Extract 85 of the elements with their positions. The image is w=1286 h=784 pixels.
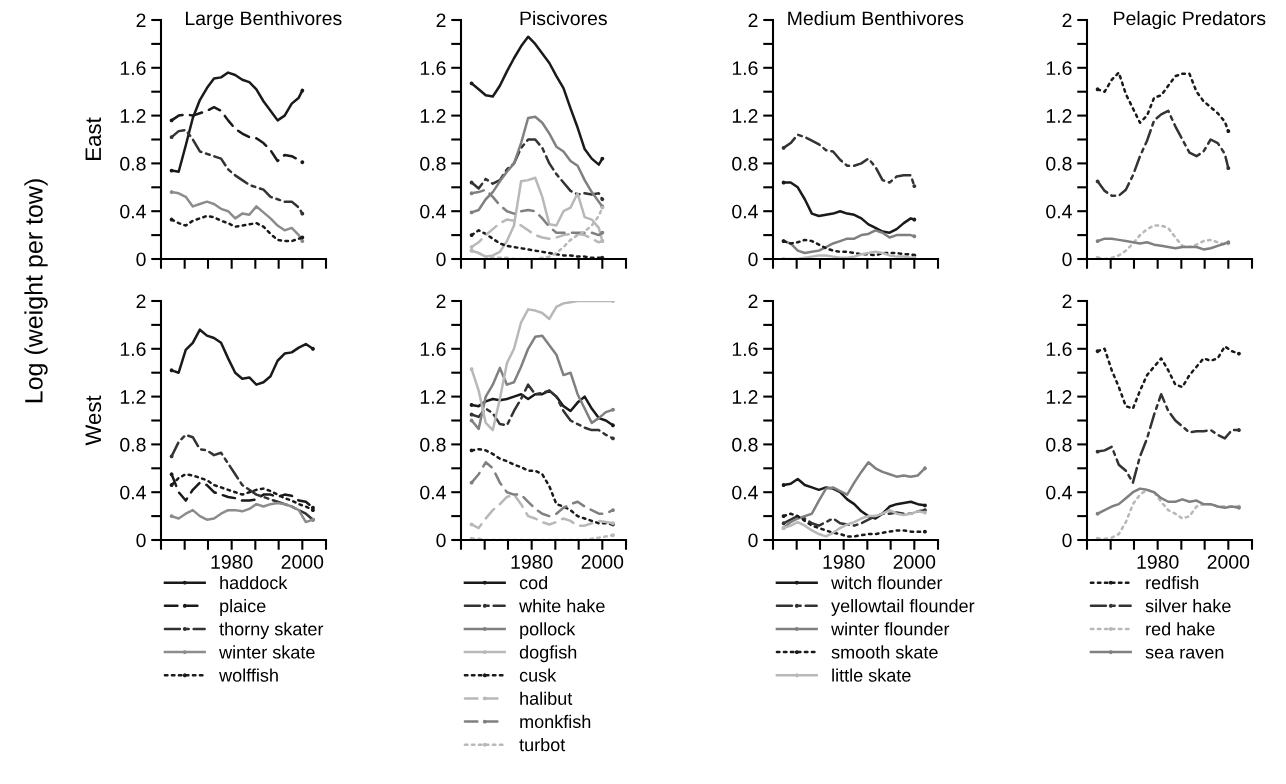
legend-label: little skate (832, 668, 911, 682)
y-tick-label: 0.8 (420, 437, 446, 452)
chart-title: Piscivores (520, 10, 607, 26)
legend-label: pollock (520, 622, 576, 640)
y-tick-label: 0.4 (120, 204, 146, 219)
y-tick-label: 1.2 (120, 109, 146, 123)
legend-label: cusk (519, 668, 557, 682)
y-tick-label: 1.2 (420, 390, 446, 404)
y-tick-label: 1.2 (732, 109, 758, 123)
legend-label: plaice (220, 599, 266, 616)
chart-title: Medium Benthivores (788, 10, 964, 26)
legend-label: winter skate (219, 645, 315, 659)
y-tick-label: 0.8 (420, 156, 446, 171)
x-tick-label: 1980 (1137, 555, 1179, 569)
y-tick-label: 0 (748, 533, 758, 548)
legend-label: thorny skater (219, 622, 324, 640)
x-tick-label: 1980 (211, 555, 253, 569)
y-tick-label: 0 (136, 533, 146, 548)
y-tick-label: 1.2 (120, 390, 146, 404)
y-tick-label: 1.6 (420, 61, 446, 76)
y-tick-label: 2 (136, 294, 146, 309)
x-tick-label: 2000 (281, 555, 324, 569)
y-tick-label: 1.2 (732, 390, 758, 404)
y-tick-label: 1.6 (420, 342, 446, 357)
y-tick-label: 0.8 (120, 156, 146, 171)
legend-label: witch flounder (831, 575, 943, 590)
y-tick-label: 0.8 (1046, 437, 1072, 452)
y-tick-label: 1.6 (1046, 61, 1072, 76)
y-tick-label: 1.6 (120, 342, 146, 357)
y-tick-label: 1.6 (732, 342, 758, 357)
legend-label: white hake (519, 599, 605, 613)
y-tick-label: 0 (436, 533, 446, 548)
x-tick-label: 2000 (893, 555, 936, 569)
y-tick-label: 0 (436, 252, 446, 267)
y-axis-title: East (85, 117, 102, 160)
y-tick-label: 0 (748, 252, 758, 267)
legend-label: winter flounder (831, 622, 950, 636)
legend-label: monkfish (520, 714, 591, 729)
y-tick-label: 1.6 (732, 61, 758, 76)
y-tick-label: 1.2 (420, 109, 446, 123)
y-tick-label: 2 (436, 13, 446, 28)
y-tick-label: 0.4 (732, 485, 758, 500)
chart-title: Large Benthivores (185, 10, 342, 30)
y-tick-label: 1.6 (120, 61, 146, 76)
y-tick-label: 2 (1062, 294, 1072, 309)
y-tick-label: 0.4 (1046, 204, 1072, 219)
legend-label: wolffish (219, 668, 278, 682)
legend-label: halibut (520, 691, 573, 705)
y-tick-label: 2 (748, 294, 758, 309)
legend-label: redfish (1146, 575, 1199, 590)
y-tick-label: 0.8 (732, 156, 758, 171)
legend-label: haddock (220, 575, 288, 590)
y-tick-label: 0.4 (1046, 485, 1072, 500)
y-tick-label: 0.4 (420, 204, 446, 219)
y-tick-label: 1.2 (1046, 390, 1072, 404)
y-tick-label: 2 (436, 294, 446, 309)
legend-label: cod (519, 575, 548, 590)
chart-title: Pelagic Predators (1114, 10, 1266, 30)
legend-label: red hake (1146, 622, 1215, 636)
y-tick-label: 2 (748, 13, 758, 28)
legend-label: silver hake (1145, 599, 1231, 613)
x-tick-label: 1980 (511, 555, 553, 569)
y-tick-label: 1.2 (1046, 109, 1072, 123)
y-tick-label: 0.8 (1046, 156, 1072, 171)
text: Log (weight per tow) (24, 179, 48, 403)
legend-label: dogfish (519, 645, 577, 663)
legend-label: yellowtail flounder (831, 599, 975, 616)
y-tick-label: 0 (1062, 252, 1072, 267)
y-tick-label: 0.4 (120, 485, 146, 500)
legend-label: turbot (519, 737, 566, 752)
y-tick-label: 0 (1062, 533, 1072, 548)
y-tick-label: 1.6 (1046, 342, 1072, 357)
x-tick-label: 2000 (1207, 555, 1250, 569)
x-tick-label: 1980 (823, 555, 865, 569)
y-tick-label: 0.4 (732, 204, 758, 219)
y-tick-label: 2 (136, 13, 146, 28)
x-tick-label: 2000 (581, 555, 624, 569)
y-tick-label: 0 (136, 252, 146, 267)
legend-label: sea raven (1145, 648, 1224, 659)
y-tick-label: 0.4 (420, 485, 446, 500)
y-tick-label: 2 (1062, 13, 1072, 28)
y-axis-title: West (85, 395, 102, 446)
legend-label: smooth skate (831, 645, 938, 659)
y-tick-label: 0.8 (120, 437, 146, 452)
y-tick-label: 0.8 (732, 437, 758, 452)
